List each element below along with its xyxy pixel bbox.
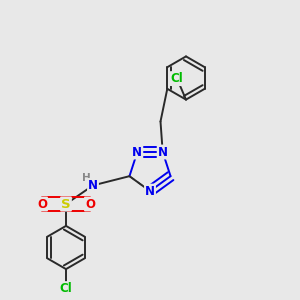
Text: Cl: Cl	[60, 282, 72, 295]
Text: N: N	[158, 146, 168, 158]
Text: Cl: Cl	[171, 72, 183, 85]
Text: N: N	[145, 184, 155, 198]
Text: O: O	[85, 197, 95, 211]
Text: S: S	[61, 197, 71, 211]
Text: O: O	[37, 197, 47, 211]
Text: N: N	[88, 179, 98, 192]
Text: N: N	[132, 146, 142, 158]
Text: H: H	[82, 173, 91, 183]
